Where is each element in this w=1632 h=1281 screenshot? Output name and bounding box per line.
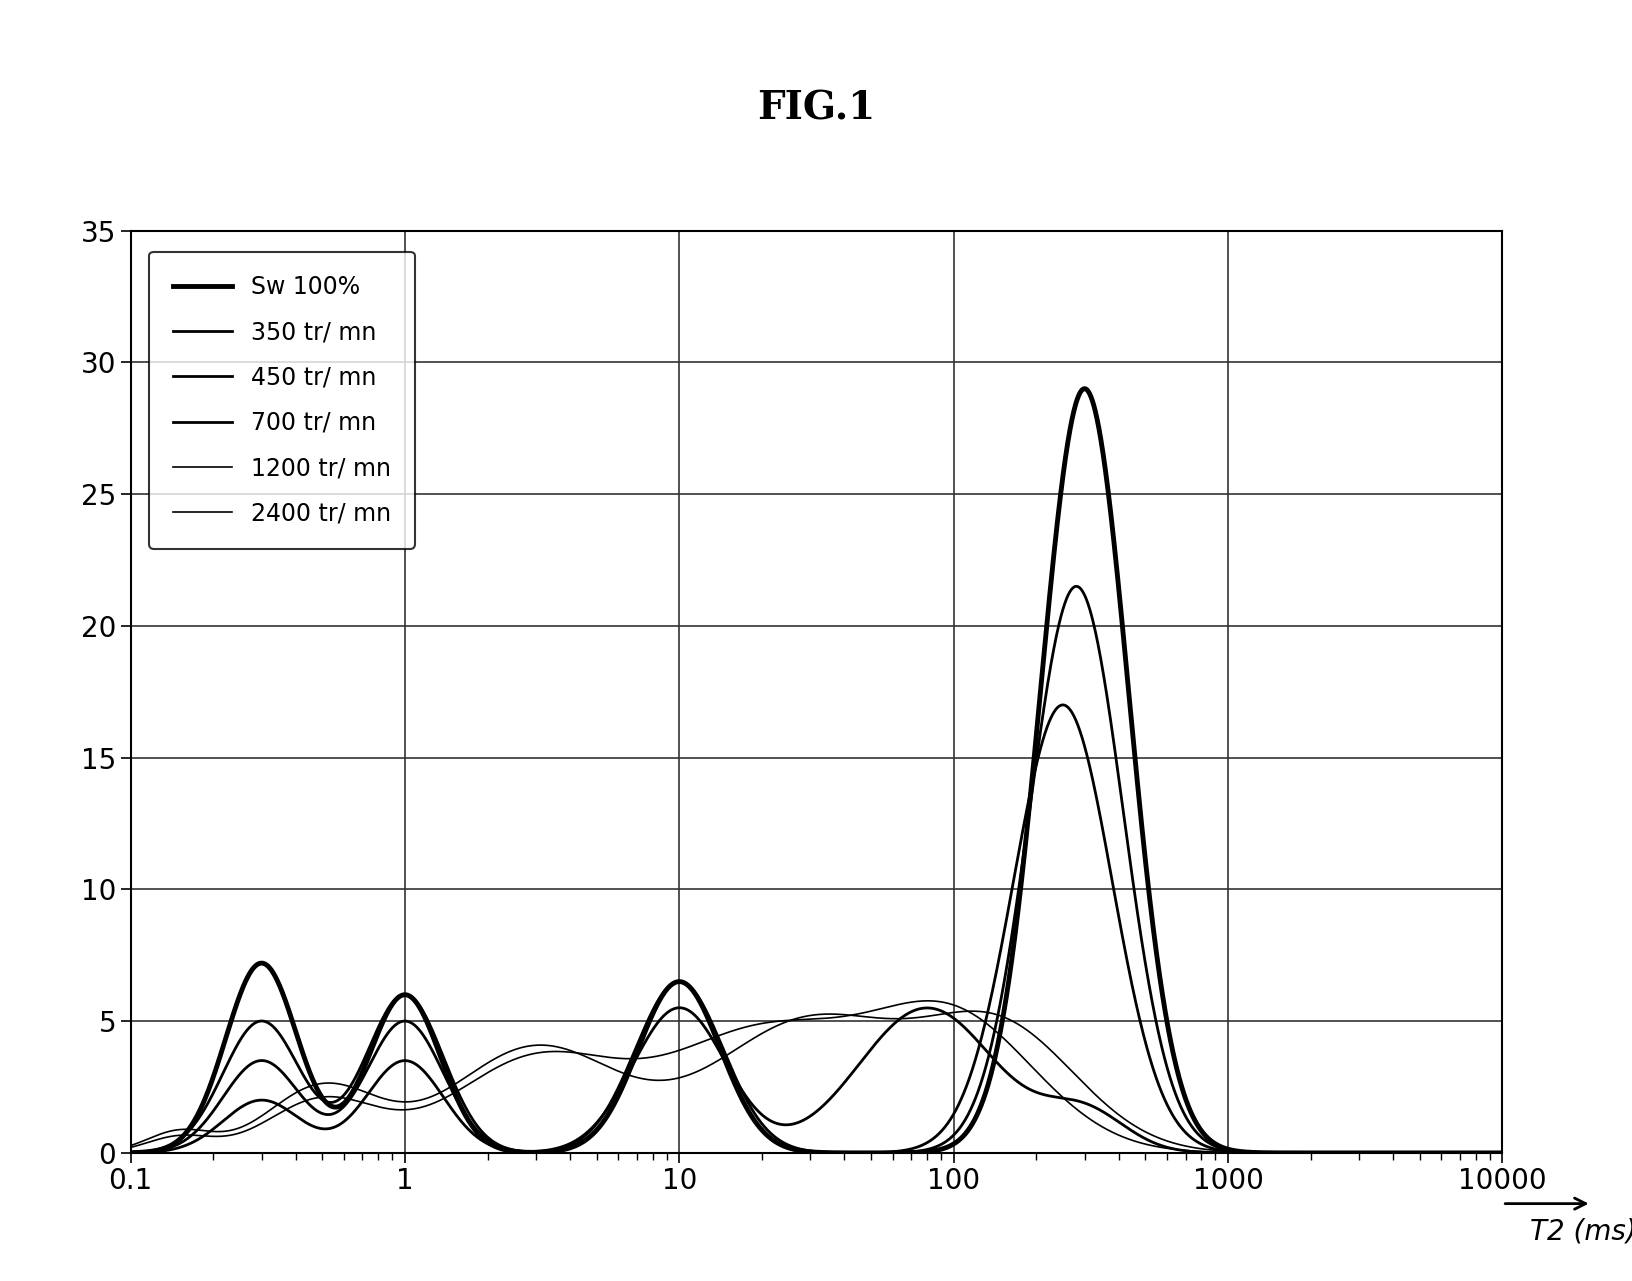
2400 tr/ mn xyxy=(707,1029,726,1044)
Text: FIG.1: FIG.1 xyxy=(757,90,875,128)
1200 tr/ mn xyxy=(707,1054,726,1070)
450 tr/ mn xyxy=(359,1059,379,1075)
450 tr/ mn xyxy=(646,995,666,1011)
2400 tr/ mn xyxy=(359,1097,379,1112)
700 tr/ mn xyxy=(1492,1145,1511,1161)
1200 tr/ mn xyxy=(359,1085,379,1100)
Sw 100% xyxy=(1466,1145,1485,1161)
2400 tr/ mn xyxy=(917,993,937,1008)
700 tr/ mn xyxy=(707,1039,726,1054)
700 tr/ mn xyxy=(646,1016,666,1031)
450 tr/ mn xyxy=(1492,1145,1511,1161)
350 tr/ mn xyxy=(1492,1145,1511,1161)
Sw 100% xyxy=(359,1049,379,1065)
Sw 100% xyxy=(1492,1145,1511,1161)
450 tr/ mn xyxy=(277,1070,297,1085)
1200 tr/ mn xyxy=(1317,1145,1337,1161)
1200 tr/ mn xyxy=(961,1003,981,1018)
Line: 450 tr/ mn: 450 tr/ mn xyxy=(131,705,1501,1153)
Sw 100% xyxy=(121,1145,140,1161)
450 tr/ mn xyxy=(1317,1145,1337,1161)
Sw 100% xyxy=(277,998,297,1013)
2400 tr/ mn xyxy=(1492,1145,1511,1161)
2400 tr/ mn xyxy=(277,1102,297,1117)
450 tr/ mn xyxy=(121,1145,140,1161)
450 tr/ mn xyxy=(1053,697,1072,712)
450 tr/ mn xyxy=(707,1025,726,1040)
Sw 100% xyxy=(646,998,666,1013)
1200 tr/ mn xyxy=(1492,1145,1511,1161)
Line: 350 tr/ mn: 350 tr/ mn xyxy=(131,587,1501,1153)
700 tr/ mn xyxy=(1317,1145,1337,1161)
Line: Sw 100%: Sw 100% xyxy=(131,388,1501,1153)
1200 tr/ mn xyxy=(1466,1145,1485,1161)
700 tr/ mn xyxy=(359,1085,379,1100)
Line: 700 tr/ mn: 700 tr/ mn xyxy=(131,1008,1501,1153)
350 tr/ mn xyxy=(707,1030,726,1045)
Sw 100% xyxy=(1074,380,1093,396)
350 tr/ mn xyxy=(121,1145,140,1161)
2400 tr/ mn xyxy=(646,1049,666,1065)
Line: 2400 tr/ mn: 2400 tr/ mn xyxy=(131,1000,1501,1153)
350 tr/ mn xyxy=(1466,1145,1485,1161)
Text: T2 (ms): T2 (ms) xyxy=(1529,1217,1632,1245)
350 tr/ mn xyxy=(646,998,666,1013)
700 tr/ mn xyxy=(669,1000,689,1016)
2400 tr/ mn xyxy=(121,1140,140,1155)
350 tr/ mn xyxy=(277,1038,297,1053)
2400 tr/ mn xyxy=(1317,1145,1337,1161)
Line: 1200 tr/ mn: 1200 tr/ mn xyxy=(131,1011,1501,1153)
700 tr/ mn xyxy=(277,1102,297,1117)
700 tr/ mn xyxy=(1466,1145,1485,1161)
Legend: Sw 100%, 350 tr/ mn, 450 tr/ mn, 700 tr/ mn, 1200 tr/ mn, 2400 tr/ mn: Sw 100%, 350 tr/ mn, 450 tr/ mn, 700 tr/… xyxy=(149,251,415,550)
350 tr/ mn xyxy=(1317,1145,1337,1161)
Sw 100% xyxy=(707,1030,726,1045)
Sw 100% xyxy=(1317,1145,1337,1161)
700 tr/ mn xyxy=(121,1145,140,1161)
1200 tr/ mn xyxy=(646,1072,666,1088)
350 tr/ mn xyxy=(359,1041,379,1057)
1200 tr/ mn xyxy=(121,1138,140,1153)
2400 tr/ mn xyxy=(1466,1145,1485,1161)
450 tr/ mn xyxy=(1466,1145,1485,1161)
350 tr/ mn xyxy=(1066,579,1085,594)
1200 tr/ mn xyxy=(277,1090,297,1106)
